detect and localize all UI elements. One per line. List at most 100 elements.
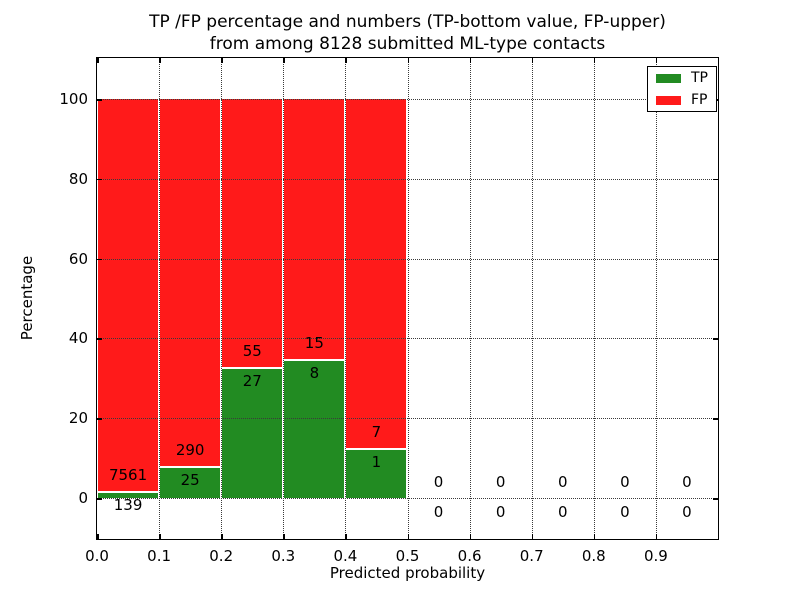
chart-title-line1: TP /FP percentage and numbers (TP-bottom… — [149, 12, 666, 32]
y-tick-label: 0 — [78, 489, 88, 507]
x-tick-mark-top — [655, 58, 658, 63]
gridline-vertical — [407, 58, 409, 539]
y-tick-mark-right — [713, 498, 718, 500]
fp-count-label: 0 — [433, 473, 444, 491]
legend-item-tp: TP — [648, 70, 716, 86]
x-tick-mark-top — [469, 58, 472, 63]
bar-segment-fp — [159, 99, 222, 467]
x-axis-label: Predicted probability — [329, 564, 486, 582]
x-tick-label: 0.4 — [333, 547, 358, 565]
plot-area: 7561 139 290 25 55 27 15 8 7 1 0 0 0 0 0 0 0 0 0 0 — [96, 57, 719, 540]
y-tick-label: 100 — [59, 90, 88, 108]
bar-segment-fp — [345, 99, 408, 449]
x-tick-mark-bottom — [655, 534, 658, 539]
x-tick-label: 0.9 — [643, 547, 668, 565]
x-tick-label: 0.1 — [147, 547, 172, 565]
x-tick-label: 0.0 — [85, 547, 109, 565]
fp-count-label: 55 — [242, 341, 262, 360]
fp-count-label: 0 — [620, 473, 630, 491]
y-tick-mark-left — [97, 178, 102, 181]
x-tick-label: 0.6 — [457, 547, 482, 565]
legend-label-tp: TP — [691, 70, 708, 86]
tp-count-label: 0 — [433, 503, 444, 521]
x-tick-mark-top — [407, 58, 409, 63]
bar-segment-tp — [283, 359, 346, 498]
gridline-vertical — [593, 58, 595, 539]
gridline-vertical — [655, 58, 657, 539]
tp-count-label: 0 — [495, 503, 506, 521]
x-tick-mark-bottom — [531, 534, 534, 539]
fp-count-label: 15 — [304, 334, 324, 353]
legend-item-fp: FP — [648, 92, 716, 108]
y-tick-label: 60 — [68, 249, 88, 268]
y-tick-mark-left — [97, 99, 102, 101]
x-tick-mark-top — [531, 58, 534, 63]
x-tick-mark-bottom — [97, 534, 99, 539]
x-tick-label: 0.3 — [271, 547, 296, 565]
x-tick-mark-top — [283, 58, 285, 63]
bar-segment-fp — [97, 99, 160, 491]
bar-segment-tp — [97, 490, 160, 498]
y-tick-mark-left — [97, 498, 102, 500]
bar-segment-tp — [345, 448, 408, 498]
y-tick-mark-right — [713, 418, 718, 420]
tp-count-label: 139 — [113, 495, 143, 514]
gridline-vertical — [221, 58, 223, 539]
fp-count-label: 0 — [495, 473, 506, 491]
x-tick-mark-bottom — [159, 534, 161, 539]
fp-count-label: 0 — [557, 473, 568, 491]
legend-swatch-tp — [656, 74, 681, 83]
x-tick-mark-bottom — [407, 534, 409, 539]
fp-count-label: 0 — [682, 473, 692, 491]
legend-label-fp: FP — [691, 92, 708, 108]
gridline-vertical — [469, 58, 471, 539]
y-tick-mark-left — [97, 338, 102, 340]
tp-count-label: 1 — [371, 453, 382, 472]
x-tick-label: 0.7 — [519, 547, 544, 565]
x-tick-label: 0.2 — [209, 547, 234, 565]
tp-count-label: 0 — [682, 503, 692, 521]
gridline-vertical — [283, 58, 285, 539]
x-tick-mark-bottom — [345, 534, 347, 539]
x-tick-mark-bottom — [593, 534, 596, 539]
x-tick-label: 0.5 — [395, 547, 420, 565]
chart-title: TP /FP percentage and numbers (TP-bottom… — [97, 11, 718, 55]
legend-swatch-fp — [656, 96, 681, 105]
y-axis-label: Percentage — [18, 255, 36, 341]
gridline-vertical — [345, 58, 347, 539]
x-tick-label: 0.8 — [581, 547, 606, 565]
chart-title-line2: from among 8128 submitted ML-type contac… — [209, 34, 606, 54]
y-tick-mark-left — [97, 258, 102, 261]
fp-count-label: 7561 — [108, 465, 148, 484]
tp-count-label: 27 — [242, 371, 262, 390]
y-tick-mark-right — [713, 178, 718, 181]
y-tick-mark-left — [97, 418, 102, 420]
y-tick-label: 80 — [68, 169, 88, 188]
x-tick-mark-top — [97, 58, 99, 63]
fp-count-label: 7 — [371, 423, 382, 442]
y-tick-mark-right — [713, 338, 718, 340]
x-tick-mark-top — [221, 58, 223, 63]
tp-count-label: 8 — [309, 364, 320, 383]
x-tick-mark-top — [593, 58, 596, 63]
x-tick-mark-top — [345, 58, 347, 63]
bar-segment-fp — [283, 99, 346, 360]
x-tick-mark-bottom — [221, 534, 223, 539]
x-tick-mark-bottom — [283, 534, 285, 539]
tp-count-label: 0 — [557, 503, 568, 521]
legend: TP FP — [647, 66, 717, 112]
x-tick-mark-bottom — [469, 534, 472, 539]
x-tick-mark-top — [159, 58, 161, 63]
y-tick-label: 40 — [68, 329, 88, 348]
tp-count-label: 25 — [180, 471, 200, 490]
gridline-vertical — [159, 58, 161, 539]
bar-segment-fp — [221, 99, 284, 367]
bar-segment-tp — [159, 466, 222, 498]
fp-count-label: 290 — [175, 441, 205, 460]
y-tick-mark-right — [713, 258, 718, 261]
gridline-vertical — [531, 58, 533, 539]
y-tick-label: 20 — [68, 409, 88, 428]
bar-segment-tp — [221, 366, 284, 498]
tp-count-label: 0 — [620, 503, 630, 521]
